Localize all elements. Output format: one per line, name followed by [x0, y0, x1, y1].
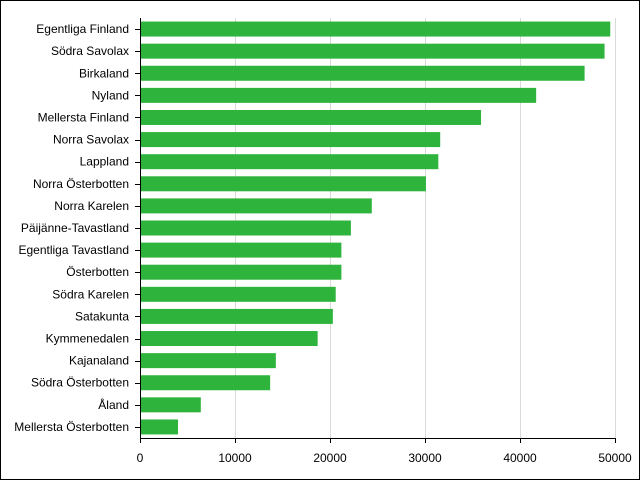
x-tick-label: 20000	[313, 451, 347, 465]
bar-14	[140, 331, 318, 347]
category-labels: Egentliga Finland Södra Savolax Birkaland N…	[14, 22, 129, 434]
category-label: Mellersta Finland	[38, 110, 129, 124]
x-tick-label: 30000	[408, 451, 442, 465]
bar-13	[140, 308, 333, 324]
category-label: Åland	[98, 397, 129, 412]
x-tick-labels: 0 10000 20000 30000 40000 50000	[137, 451, 632, 465]
x-tick-label: 40000	[503, 451, 537, 465]
category-label: Egentliga Tavastland	[18, 243, 129, 257]
category-label: Södra Karelen	[52, 287, 129, 301]
category-label: Egentliga Finland	[36, 22, 129, 36]
bar-6	[140, 154, 439, 170]
bar-8	[140, 198, 372, 214]
category-label: Södra Österbotten	[31, 376, 129, 390]
bar-1	[140, 43, 605, 59]
category-label: Norra Karelen	[54, 199, 129, 213]
bar-12	[140, 286, 336, 302]
bar-2	[140, 65, 585, 81]
category-label: Kajanaland	[69, 354, 129, 368]
category-label: Satakunta	[75, 309, 129, 323]
bar-15	[140, 353, 276, 369]
bar-7	[140, 176, 426, 192]
x-tick-label: 50000	[598, 451, 632, 465]
bars	[140, 21, 611, 435]
category-label: Lappland	[80, 155, 129, 169]
category-label: Mellersta Österbotten	[14, 420, 129, 434]
bar-16	[140, 375, 271, 391]
category-label: Birkaland	[79, 66, 129, 80]
bar-17	[140, 397, 201, 413]
category-label: Södra Savolax	[51, 44, 129, 58]
bar-5	[140, 132, 441, 148]
bar-0	[140, 21, 611, 37]
bar-11	[140, 264, 342, 280]
category-label: Nyland	[92, 88, 129, 102]
x-tick-label: 0	[137, 451, 144, 465]
bar-10	[140, 242, 342, 258]
category-label: Norra Savolax	[53, 133, 129, 147]
category-label: Norra Österbotten	[33, 177, 129, 191]
bar-4	[140, 109, 482, 125]
bar-9	[140, 220, 351, 236]
category-label: Kymmenedalen	[46, 332, 129, 346]
axes	[135, 18, 616, 443]
bar-18	[140, 419, 178, 435]
category-label: Österbotten	[66, 265, 129, 279]
category-label: Päijänne-Tavastland	[21, 221, 129, 235]
bar-3	[140, 87, 537, 103]
x-tick-label: 10000	[218, 451, 252, 465]
